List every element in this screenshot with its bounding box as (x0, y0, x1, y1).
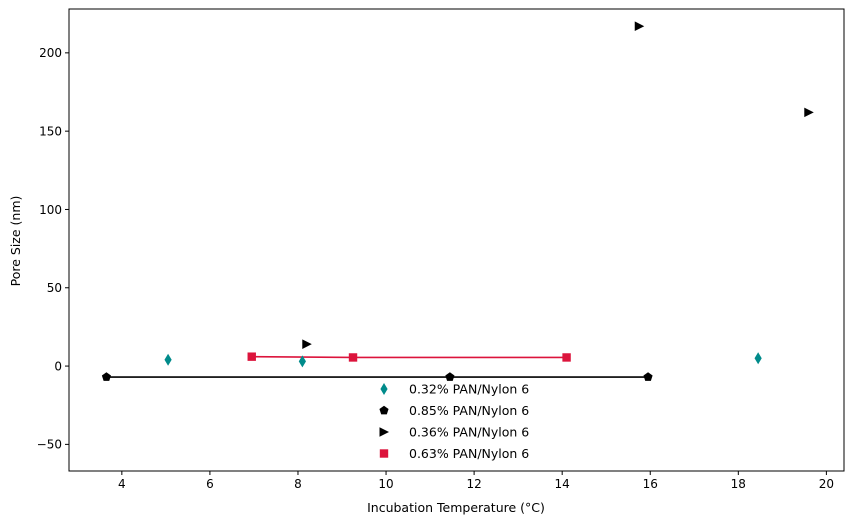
x-tick-label: 12 (466, 477, 481, 491)
data-point-s1-1 (445, 372, 455, 381)
data-point-s2-1 (634, 21, 645, 32)
data-point-s2-0 (302, 339, 312, 349)
y-tick-label: 100 (39, 203, 62, 217)
data-point-s1-2 (643, 372, 653, 381)
plot-frame (68, 8, 845, 472)
data-point-s3-2 (562, 353, 571, 362)
data-point-s2-2 (804, 107, 814, 118)
data-point-s0-2 (754, 352, 762, 365)
legend-label: 0.32% PAN/Nylon 6 (409, 382, 529, 397)
x-axis: 4 6 8 10 12 14 16 18 20 (118, 471, 834, 491)
legend-label: 0.63% PAN/Nylon 6 (409, 446, 529, 461)
x-tick-label: 6 (206, 477, 214, 491)
x-tick-label: 18 (731, 477, 746, 491)
series-line-3 (251, 355, 567, 359)
data-point-s0-1 (298, 355, 306, 368)
x-tick-label: 14 (555, 477, 570, 491)
data-point-s3-0 (247, 352, 256, 361)
legend-marker-0 (380, 383, 388, 395)
y-tick-label: 200 (39, 46, 62, 60)
legend-label: 0.36% PAN/Nylon 6 (409, 425, 529, 440)
y-axis-label: Pore Size (nm) (8, 196, 23, 287)
y-axis: −50 0 50 100 150 200 (37, 46, 69, 452)
data-point-s0-0 (164, 353, 172, 366)
y-tick-label: 150 (39, 124, 62, 138)
x-tick-label: 8 (294, 477, 302, 491)
x-tick-label: 4 (118, 477, 126, 491)
y-tick-label: 0 (54, 359, 62, 373)
legend: 0.32% PAN/Nylon 6 0.85% PAN/Nylon 6 0.36% … (379, 382, 529, 461)
x-axis-label: Incubation Temperature (°C) (367, 500, 545, 515)
data-point-s3-1 (348, 353, 358, 362)
y-tick-label: −50 (37, 438, 62, 452)
x-tick-label: 10 (378, 477, 393, 491)
plot-area (68, 8, 845, 472)
legend-marker-2 (379, 427, 389, 437)
y-tick-label: 50 (47, 281, 62, 295)
x-tick-label: 20 (819, 477, 834, 491)
legend-marker-1 (379, 405, 389, 415)
legend-label: 0.85% PAN/Nylon 6 (409, 403, 529, 418)
x-tick-label: 16 (643, 477, 658, 491)
data-point-s1-0 (101, 372, 111, 381)
legend-marker-3 (379, 449, 389, 458)
